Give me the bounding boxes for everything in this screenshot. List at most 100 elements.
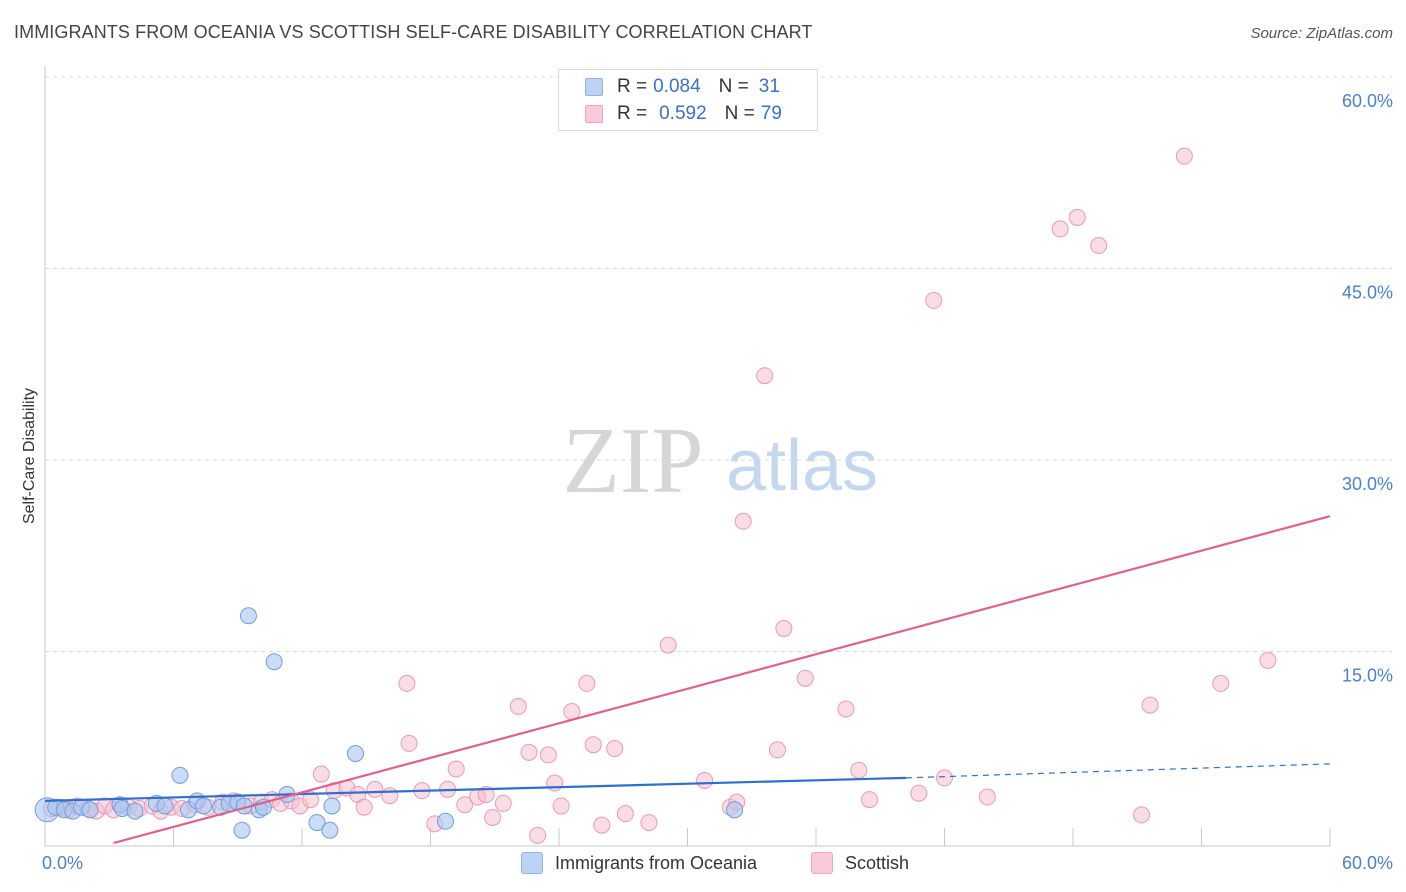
scottish-point: [1259, 651, 1277, 669]
scottish-point: [520, 743, 538, 761]
y-axis-label: Self-Care Disability: [21, 388, 38, 524]
oceania-point: [233, 821, 251, 839]
scottish-point: [456, 796, 474, 814]
legend-label-oceania: Immigrants from Oceania: [555, 852, 758, 873]
oceania-point: [726, 801, 744, 819]
oceania-point: [323, 797, 341, 815]
oceania-trend-extension: [905, 763, 1331, 779]
watermark-zip: ZIP: [563, 409, 704, 513]
scottish-point: [1090, 237, 1108, 255]
scottish-point: [734, 512, 752, 530]
scottish-point: [546, 774, 564, 792]
scottish-point: [640, 814, 658, 832]
legend-swatch-oceania: [585, 78, 603, 96]
oceania-point: [156, 797, 174, 815]
scottish-point: [606, 740, 624, 758]
scottish-point: [1051, 220, 1069, 238]
scottish-point: [563, 703, 581, 721]
scottish-point: [447, 760, 465, 778]
legend-item-scottish[interactable]: Scottish: [811, 852, 909, 874]
legend-r-value-scottish: 0.592: [659, 103, 707, 124]
scottish-point: [978, 788, 996, 806]
scottish-point: [552, 797, 570, 815]
scottish-point: [355, 798, 373, 816]
trend-lines: [44, 515, 1331, 845]
tick-labels: 15.0% 30.0% 45.0% 60.0% 0.0% 60.0%: [42, 91, 1393, 873]
scottish-point: [484, 808, 502, 826]
oceania-points: [34, 607, 744, 839]
scottish-point: [775, 620, 793, 638]
series-legend: Immigrants from Oceania Scottish: [0, 852, 1406, 878]
y-tick-label: 45.0%: [1342, 283, 1393, 303]
legend-r-label: R =: [617, 76, 648, 97]
legend-swatch-oceania: [521, 852, 543, 874]
scottish-trend-line: [113, 515, 1331, 845]
scottish-point: [850, 761, 868, 779]
scottish-point: [477, 785, 495, 803]
oceania-point: [308, 814, 326, 832]
scottish-point: [302, 791, 320, 809]
legend-label-scottish: Scottish: [845, 852, 910, 873]
scottish-point: [696, 771, 714, 789]
scottish-point: [539, 746, 557, 764]
legend-swatch-scottish: [811, 852, 833, 874]
x-tick-label: 60.0%: [1342, 853, 1393, 873]
scottish-point: [494, 794, 512, 812]
legend-row-scottish: R = 0.592 N = 79: [585, 102, 782, 126]
oceania-point: [81, 801, 99, 819]
chart-title: IMMIGRANTS FROM OCEANIA VS SCOTTISH SELF…: [14, 22, 813, 42]
scottish-point: [659, 636, 677, 654]
scottish-point: [381, 787, 399, 805]
scottish-point: [366, 780, 384, 798]
y-tick-label: 60.0%: [1342, 91, 1393, 111]
scottish-point: [925, 291, 943, 309]
scottish-point: [1141, 696, 1159, 714]
legend-r-label: R =: [617, 103, 648, 124]
legend-row-oceania: R = 0.084 N = 31: [585, 75, 780, 99]
legend-n-value-oceania: 31: [758, 76, 780, 97]
legend-item-oceania[interactable]: Immigrants from Oceania: [521, 852, 757, 874]
scottish-point: [584, 736, 602, 754]
scottish-point: [616, 805, 634, 823]
legend-n-label: N =: [718, 76, 749, 97]
oceania-point: [265, 653, 283, 671]
oceania-point: [194, 797, 212, 815]
watermark-atlas: atlas: [726, 426, 878, 506]
scottish-point: [910, 784, 928, 802]
scottish-point: [1212, 674, 1230, 692]
x-tick-label: 0.0%: [42, 853, 83, 873]
legend-r-value-oceania: 0.084: [653, 76, 701, 97]
scottish-point: [756, 367, 774, 385]
y-tick-label: 30.0%: [1342, 474, 1393, 494]
scottish-point: [936, 769, 953, 787]
oceania-point: [126, 802, 144, 820]
scottish-point: [312, 765, 330, 783]
scottish-point: [1133, 806, 1151, 824]
oceania-point: [171, 766, 189, 784]
scottish-point: [529, 826, 547, 844]
oceania-point: [321, 821, 339, 839]
scottish-point: [861, 791, 879, 809]
scottish-point: [768, 741, 786, 759]
scottish-point: [1175, 147, 1193, 165]
scottish-point: [796, 669, 814, 687]
y-tick-label: 15.0%: [1342, 666, 1393, 686]
scottish-point: [400, 734, 418, 752]
scottish-point: [837, 700, 855, 718]
oceania-point: [347, 745, 365, 763]
watermark: ZIP atlas: [563, 409, 879, 513]
scottish-point: [509, 697, 527, 715]
scottish-point: [578, 674, 596, 692]
legend-swatch-scottish: [585, 105, 603, 123]
scottish-point: [398, 674, 416, 692]
grid-lines: [45, 76, 1392, 652]
oceania-point: [239, 607, 257, 625]
scottish-point: [593, 816, 611, 834]
source-label: Source: ZipAtlas.com: [1250, 25, 1393, 42]
scottish-point: [1068, 208, 1086, 226]
correlation-legend: R = 0.084 N = 31 R = 0.592 N = 79: [558, 69, 818, 131]
legend-n-value-scottish: 79: [760, 103, 782, 124]
oceania-trend-line: [44, 776, 906, 802]
legend-n-label: N =: [724, 103, 755, 124]
